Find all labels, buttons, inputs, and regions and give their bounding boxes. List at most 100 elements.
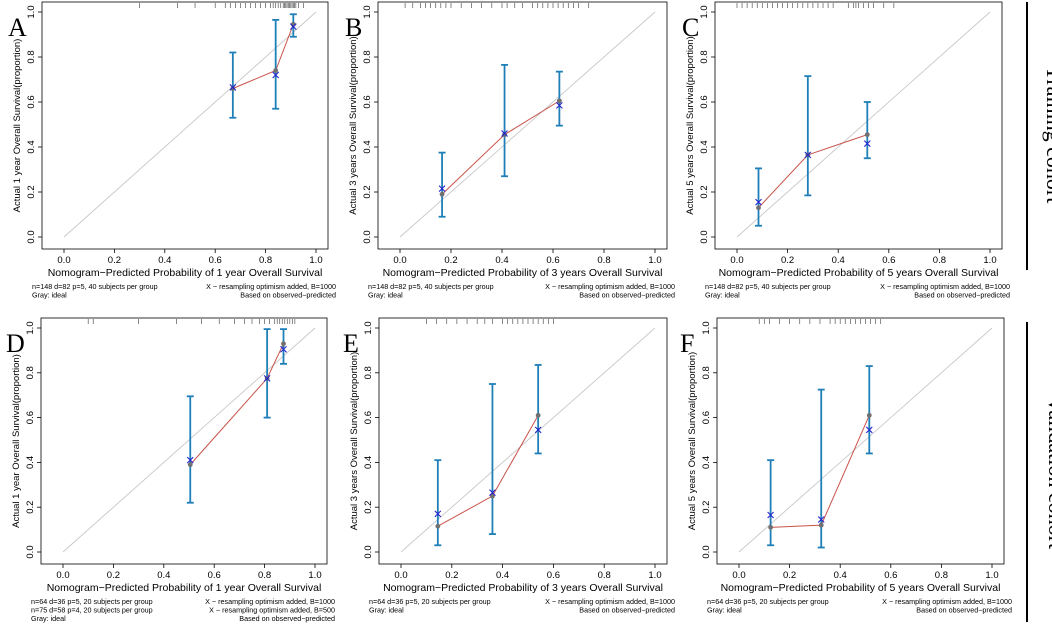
note-right: Based on observed−predicted [916, 606, 1012, 615]
panel-letter: D [6, 329, 25, 358]
observed-point [756, 205, 761, 211]
panel-a: A0.00.00.20.20.40.40.60.60.80.81.01.0Nom… [8, 1, 336, 300]
note-right: Based on observed−predicted [240, 291, 336, 300]
note-right: Based on observed−predicted [914, 291, 1010, 300]
x-tick-label: 0.2 [783, 570, 796, 581]
x-tick-label: 1.0 [648, 255, 661, 266]
corrected-marker [501, 130, 508, 137]
y-tick-label: 1.0 [26, 5, 37, 18]
y-tick-label: 0.6 [701, 411, 712, 424]
x-tick-label: 0.6 [546, 255, 559, 266]
training-bracket-line [1026, 2, 1028, 270]
y-tick-label: 1.0 [701, 321, 712, 334]
y-tick-label: 0.2 [26, 185, 37, 198]
y-tick-label: 0.0 [26, 230, 37, 243]
corrected-marker-stroke [501, 130, 508, 137]
y-tick-label: 0.4 [699, 140, 710, 153]
plot-frame [41, 1, 329, 250]
corrected-marker-stroke [289, 23, 297, 31]
corrected-marker-stroke [229, 83, 237, 91]
x-tick-label: 0.8 [933, 255, 946, 266]
x-tick-label: 0.8 [597, 255, 610, 266]
plot-frame [377, 1, 668, 250]
x-axis-title: Nomogram−Predicted Probability of 3 year… [383, 267, 663, 279]
y-axis-title: Actual 1 year Overall Survival(proportio… [12, 39, 23, 213]
x-tick-label: 0.2 [445, 570, 458, 581]
x-tick-label: 0.2 [107, 570, 120, 581]
y-tick-label: 0.6 [26, 95, 37, 108]
x-tick-label: 0.8 [935, 570, 948, 581]
y-tick-label: 0.6 [362, 95, 373, 108]
corrected-marker [289, 23, 297, 31]
x-tick-label: 1.0 [985, 570, 998, 581]
observed-point [866, 412, 872, 418]
corrected-marker [280, 345, 287, 353]
note-left: n=148 d=82 p=5, 40 subjects per group [705, 282, 831, 291]
panel-f: F0.00.00.20.20.40.40.60.60.80.81.01.0Nom… [680, 317, 1012, 615]
plot-frame [378, 317, 668, 565]
observed-point [230, 86, 236, 91]
x-tick-label: 1.0 [309, 255, 322, 266]
y-tick-label: 1.0 [699, 5, 710, 18]
observed-point [535, 412, 541, 418]
x-tick-label: 0.0 [730, 255, 743, 266]
corrected-marker-stroke [263, 375, 271, 382]
validation-bracket-line [1026, 322, 1028, 622]
observed-point [281, 341, 286, 347]
panel-b: B0.00.00.20.20.40.40.60.60.80.81.01.0Nom… [345, 1, 675, 300]
note-left: Gray: ideal [31, 614, 66, 623]
corrected-marker-stroke [434, 510, 442, 518]
x-tick-label: 0.0 [393, 255, 406, 266]
corrected-marker [555, 101, 563, 109]
panel-c: C0.00.00.20.20.40.40.60.60.80.81.01.0Nom… [682, 1, 1010, 300]
y-tick-label: 0.8 [362, 50, 373, 63]
x-tick-label: 0.8 [598, 570, 611, 581]
note-right: X − resampling optimism added, B=1000 [206, 282, 336, 291]
y-axis-title: Actual 5 years Overall Survival(proporti… [687, 352, 698, 530]
y-tick-label: 0.4 [363, 456, 374, 469]
y-tick-label: 1.0 [25, 321, 36, 334]
y-tick-label: 0.4 [362, 140, 373, 153]
x-tick-label: 0.4 [832, 255, 845, 266]
x-tick-label: 0.2 [108, 255, 121, 266]
x-tick-label: 0.4 [495, 255, 508, 266]
y-tick-label: 0.6 [699, 95, 710, 108]
corrected-marker-stroke [272, 71, 280, 79]
observed-point [273, 68, 279, 73]
y-tick-label: 0.0 [701, 545, 712, 558]
x-tick-label: 0.6 [884, 570, 897, 581]
corrected-marker-stroke [767, 511, 775, 519]
x-tick-label: 0.0 [56, 570, 69, 581]
observed-point [768, 524, 774, 530]
y-tick-label: 0.6 [363, 411, 374, 424]
y-tick-label: 0.6 [25, 411, 36, 424]
plot-frame [714, 1, 1003, 250]
x-tick-label: 0.6 [209, 255, 222, 266]
x-tick-label: 0.8 [259, 255, 272, 266]
y-axis-title: Actual 3 years Overall Survival(proporti… [348, 36, 359, 214]
panel-letter: A [8, 13, 27, 42]
x-tick-label: 0.4 [834, 570, 847, 581]
x-tick-label: 0.6 [208, 570, 221, 581]
corrected-marker [755, 198, 762, 206]
note-right: X − resampling optimism added, B=1000 [880, 282, 1010, 291]
y-tick-label: 0.0 [362, 230, 373, 243]
corrected-marker [489, 489, 496, 497]
plot-frame [40, 317, 328, 565]
note-left: Gray: ideal [32, 291, 67, 300]
note-left: Gray: ideal [369, 606, 404, 615]
note-left: Gray: ideal [707, 606, 742, 615]
y-tick-label: 0.8 [25, 366, 36, 379]
training-cohort-label: Training cohort [1042, 66, 1052, 204]
observed-point [864, 132, 870, 138]
corrected-marker [434, 510, 442, 518]
x-tick-label: 1.0 [983, 255, 996, 266]
x-axis-title: Nomogram−Predicted Probability of 1 year… [47, 582, 322, 594]
observed-point [490, 493, 495, 499]
observed-point [502, 132, 507, 138]
apparent-calibration-line [189, 343, 284, 465]
x-axis-title: Nomogram−Predicted Probability of 3 year… [383, 582, 663, 594]
y-tick-label: 1.0 [362, 5, 373, 18]
plot-frame [716, 317, 1005, 565]
